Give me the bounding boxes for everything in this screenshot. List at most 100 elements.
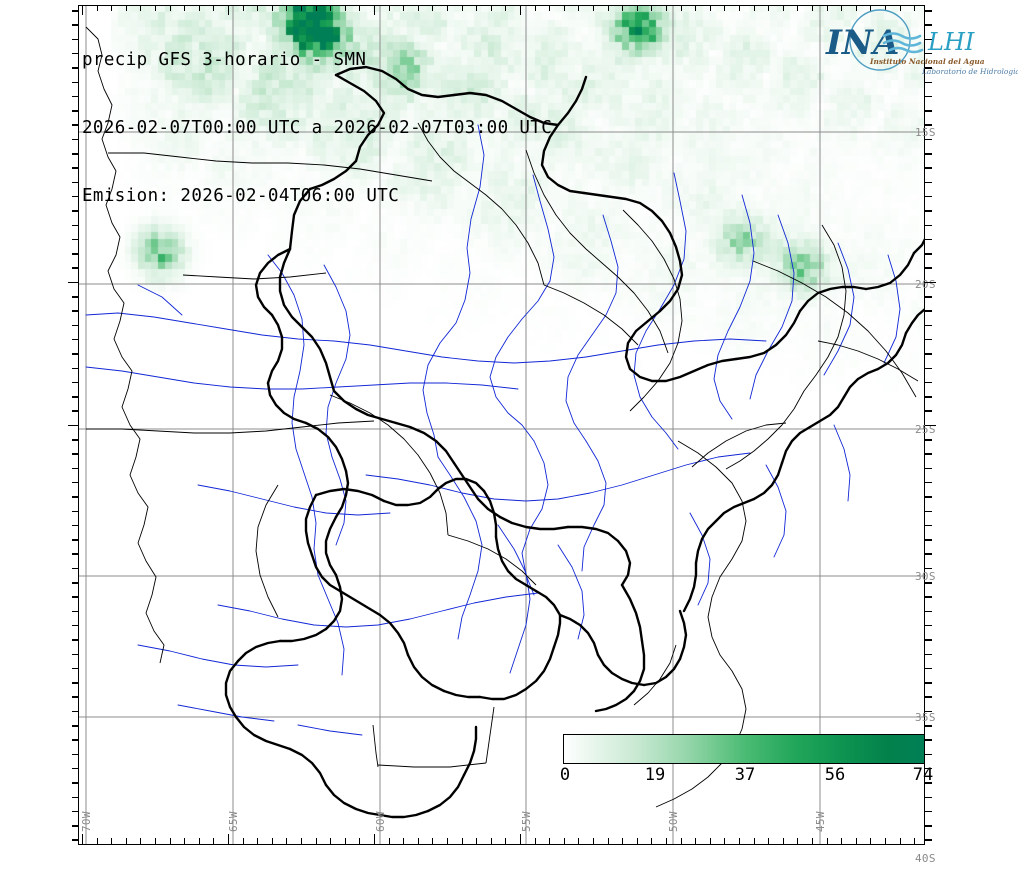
x-tick — [301, 838, 302, 845]
y-tick-left — [72, 453, 78, 455]
y-tick — [925, 682, 932, 684]
x-tick-top — [388, 5, 390, 11]
precipitation-colorbar: 0 19 37 56 74 — [560, 734, 933, 789]
y-tick — [925, 253, 932, 255]
y-tick — [925, 124, 932, 126]
y-tick-left — [72, 253, 78, 255]
x-tick-top — [213, 5, 215, 11]
x-tick-top — [782, 5, 784, 11]
y-tick-left — [72, 38, 78, 41]
y-tick — [925, 353, 932, 355]
y-tick — [925, 481, 932, 484]
y-tick — [925, 610, 932, 613]
logo-waves-icon — [882, 32, 924, 54]
y-tick — [925, 181, 932, 184]
x-tick — [841, 838, 843, 845]
colorbar-tick-19: 19 — [644, 765, 666, 785]
y-tick — [925, 267, 932, 269]
y-tick-left — [72, 52, 78, 55]
lon-label-70w: 70W — [80, 811, 93, 832]
x-tick — [607, 838, 609, 845]
x-tick-top — [242, 5, 244, 11]
x-tick-top — [140, 5, 142, 11]
y-tick — [925, 110, 932, 112]
y-tick — [925, 782, 932, 784]
y-tick-left — [72, 753, 78, 756]
x-tick — [593, 838, 594, 845]
y-tick-left — [72, 796, 78, 799]
x-tick-top — [228, 5, 229, 15]
y-tick-left — [72, 696, 78, 698]
y-tick — [925, 653, 932, 656]
x-tick — [417, 838, 419, 845]
x-tick-top — [768, 5, 770, 11]
y-tick-left — [72, 767, 78, 770]
x-tick-top — [695, 5, 697, 11]
y-tick — [925, 338, 932, 341]
x-tick-top — [578, 5, 580, 11]
y-tick-left — [72, 524, 78, 527]
x-tick — [271, 838, 273, 845]
x-tick-top — [563, 5, 565, 11]
x-tick — [228, 834, 229, 845]
x-tick — [680, 838, 682, 845]
logo-circle-icon — [849, 9, 911, 71]
y-tick — [925, 296, 932, 298]
y-tick — [925, 195, 932, 198]
x-tick-top — [680, 5, 682, 11]
y-tick-left — [72, 710, 78, 713]
y-tick — [925, 639, 932, 641]
y-tick — [925, 596, 932, 598]
x-tick — [899, 838, 901, 845]
x-tick-top — [344, 5, 346, 11]
y-tick — [925, 238, 932, 241]
x-tick-top — [417, 5, 419, 11]
x-tick — [651, 838, 653, 845]
y-tick — [925, 224, 932, 227]
y-tick — [925, 710, 932, 713]
x-tick-top — [155, 5, 156, 11]
y-tick — [925, 381, 932, 384]
x-tick-top — [476, 5, 478, 11]
x-tick — [622, 838, 624, 845]
figure-title-block: precip GFS 3-horario - SMN 2026-02-07T00… — [82, 4, 552, 253]
x-tick-top — [826, 5, 828, 11]
x-tick-top — [753, 5, 755, 11]
x-tick-top — [914, 5, 916, 11]
x-tick — [666, 838, 667, 845]
y-tick — [925, 24, 932, 26]
y-tick-left — [72, 353, 78, 355]
y-tick — [925, 310, 932, 312]
x-tick-top — [257, 5, 259, 11]
lon-label-45w: 45W — [814, 811, 827, 832]
y-tick — [925, 67, 932, 69]
x-tick — [125, 838, 127, 845]
lon-label-50w: 50W — [667, 811, 680, 832]
graticule-gridlines — [78, 5, 925, 845]
y-tick-left — [72, 224, 78, 227]
colorbar-gradient — [563, 734, 925, 764]
country-borders-layer — [224, 65, 925, 819]
x-tick — [768, 838, 770, 845]
y-tick-left — [72, 181, 78, 184]
y-tick-left — [72, 553, 78, 555]
y-tick-left — [68, 281, 78, 284]
y-tick-left — [72, 810, 78, 813]
y-tick — [925, 496, 932, 498]
y-tick-left — [72, 510, 78, 513]
x-tick — [695, 838, 697, 845]
y-tick — [925, 739, 932, 741]
x-tick-top — [636, 5, 638, 11]
x-tick-top — [374, 5, 375, 15]
y-tick-left — [72, 110, 78, 112]
x-tick — [549, 838, 551, 845]
x-tick — [242, 838, 244, 845]
x-tick-top — [111, 5, 113, 11]
precipitation-raster — [78, 5, 925, 845]
x-tick — [96, 838, 98, 845]
y-tick-left — [72, 682, 78, 684]
x-tick — [724, 838, 726, 845]
x-tick — [753, 838, 755, 845]
ina-lhi-logo: INA LHI Instituto Nacional del Agua Labo… — [818, 6, 1020, 78]
